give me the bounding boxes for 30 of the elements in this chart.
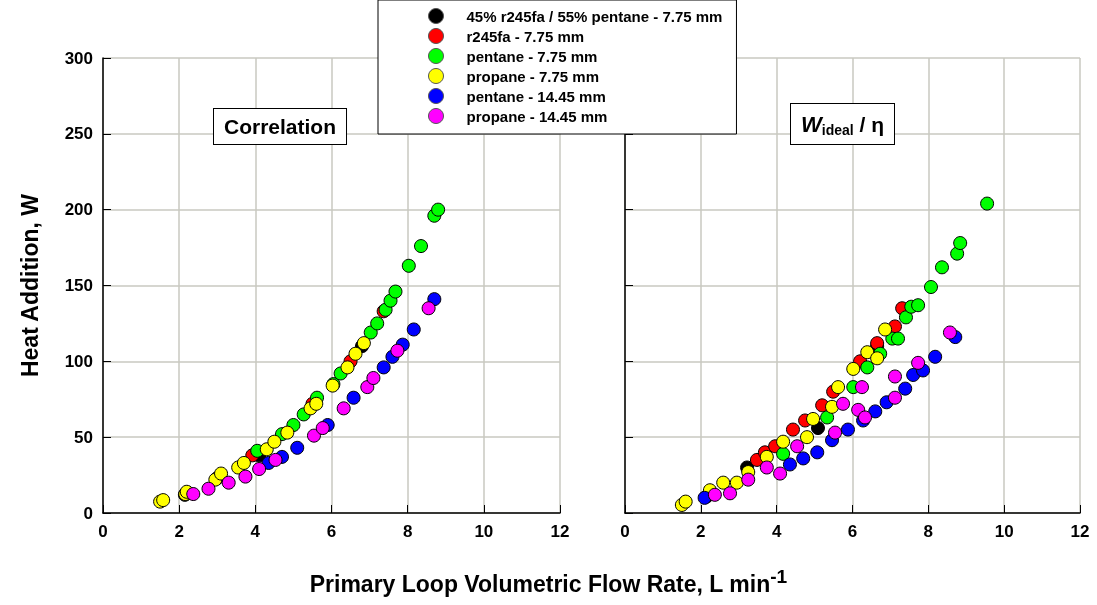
legend-label: propane - 14.45 mm xyxy=(466,107,608,125)
x-tick-label: 0 xyxy=(620,522,630,541)
legend-label: propane - 7.75 mm xyxy=(466,67,600,85)
x-tick-label: 0 xyxy=(98,522,108,541)
x-tick-label: 12 xyxy=(1070,522,1090,541)
y-tick-label: 200 xyxy=(64,200,93,220)
x-tick-label: 10 xyxy=(474,522,494,541)
y-tick-label: 300 xyxy=(64,48,93,68)
x-tick-label: 4 xyxy=(771,522,782,541)
y-axis-title: Heat Addition, W xyxy=(16,193,43,378)
legend-label: 45% r245fa / 55% pentane - 7.75 mm xyxy=(466,7,723,25)
x-tick-label: 8 xyxy=(923,522,934,541)
x-tick-label: 8 xyxy=(402,522,413,541)
y-tick-label: 0 xyxy=(83,503,93,523)
y-tick-label: 100 xyxy=(64,351,93,371)
annotation: Correlation xyxy=(224,115,337,138)
x-tick-label: 12 xyxy=(550,522,570,541)
x-tick-label: 10 xyxy=(994,522,1014,541)
legend-label: pentane - 7.75 mm xyxy=(466,47,598,65)
x-axis-title: Primary Loop Volumetric Flow Rate, L min$^{-1}$ xyxy=(308,566,789,598)
y-tick-label: 50 xyxy=(74,427,93,447)
legend-label: pentane - 14.45 mm xyxy=(466,87,606,105)
x-tick-label: 2 xyxy=(696,522,706,541)
y-tick-label: 150 xyxy=(64,276,93,295)
x-tick-label: 6 xyxy=(326,522,337,541)
y-tick-label: 250 xyxy=(64,124,93,144)
x-tick-label: 6 xyxy=(847,522,858,541)
x-tick-label: 4 xyxy=(250,522,261,541)
x-tick-label: 2 xyxy=(174,522,184,541)
legend-label: r245fa - 7.75 mm xyxy=(466,27,585,45)
